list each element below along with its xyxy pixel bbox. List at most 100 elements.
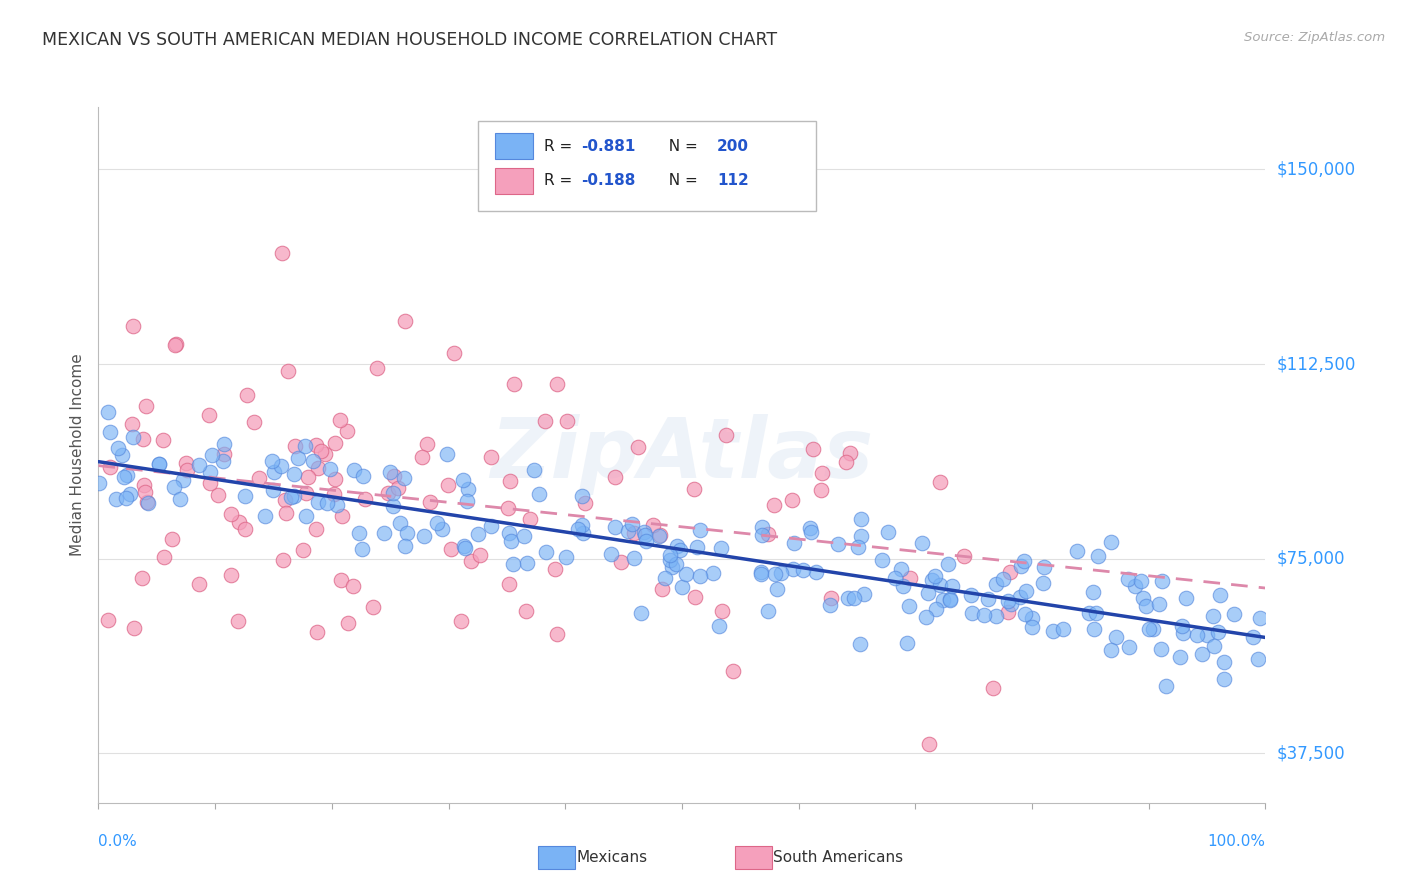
Point (277, 364, 299, 378)
Text: $112,500: $112,500 (1277, 355, 1355, 373)
Point (87, 476, 110, 491)
Point (263, 465, 285, 479)
Point (1012, 553, 1035, 567)
Point (782, 561, 804, 575)
Point (1173, 626, 1195, 640)
Point (280, 491, 302, 505)
Point (689, 568, 711, 582)
Point (287, 450, 309, 465)
Point (353, 491, 375, 506)
Point (228, 515, 250, 529)
Point (921, 573, 943, 587)
Point (911, 536, 934, 550)
Y-axis label: Median Household Income: Median Household Income (70, 353, 86, 557)
Text: South Americans: South Americans (773, 850, 904, 864)
Text: N =: N = (658, 138, 702, 153)
Point (953, 549, 976, 563)
Point (262, 483, 284, 497)
Point (350, 541, 373, 556)
Point (1010, 559, 1032, 574)
Point (323, 435, 346, 450)
Point (460, 554, 482, 568)
Point (1014, 583, 1036, 598)
Point (349, 525, 371, 540)
Point (915, 609, 938, 624)
Point (188, 458, 211, 472)
Point (201, 449, 224, 463)
Point (924, 602, 946, 616)
Point (122, 430, 145, 444)
Point (811, 466, 834, 480)
Point (470, 548, 492, 562)
Text: Mexicans: Mexicans (576, 850, 648, 864)
Point (997, 594, 1019, 608)
Point (307, 495, 329, 509)
Point (872, 552, 894, 566)
Point (502, 558, 524, 572)
Point (169, 492, 191, 507)
Point (453, 539, 475, 553)
Point (1223, 607, 1246, 621)
Point (499, 474, 522, 488)
Point (941, 579, 963, 593)
Point (454, 541, 477, 556)
Point (97, 613, 120, 627)
Point (675, 566, 697, 581)
Point (243, 415, 266, 429)
Point (516, 556, 538, 570)
Point (188, 577, 211, 591)
Point (163, 338, 186, 352)
Point (107, 442, 129, 456)
Point (1247, 652, 1270, 666)
Point (292, 543, 315, 558)
Point (389, 516, 412, 530)
Point (98, 425, 121, 440)
Point (283, 489, 305, 503)
Point (555, 549, 578, 564)
Point (307, 461, 329, 475)
Point (658, 548, 681, 562)
Point (1249, 611, 1271, 625)
Point (665, 557, 688, 571)
Text: Source: ZipAtlas.com: Source: ZipAtlas.com (1244, 31, 1385, 45)
Point (97, 405, 120, 419)
Point (413, 528, 436, 542)
Point (633, 524, 655, 539)
Point (1156, 679, 1178, 693)
Point (132, 477, 155, 491)
Point (883, 571, 905, 585)
Point (1032, 560, 1054, 574)
Point (617, 524, 640, 538)
Point (498, 525, 520, 540)
Point (839, 446, 862, 460)
Point (247, 471, 270, 485)
Point (1077, 606, 1099, 620)
Point (962, 606, 984, 620)
FancyBboxPatch shape (495, 133, 533, 159)
Point (1083, 622, 1105, 636)
Point (1118, 640, 1140, 654)
Point (620, 517, 643, 532)
Point (309, 443, 332, 458)
Point (991, 572, 1014, 586)
Point (634, 528, 657, 542)
Point (806, 565, 828, 579)
Point (1084, 606, 1107, 620)
Point (148, 457, 170, 471)
Point (877, 524, 900, 539)
Point (1087, 549, 1109, 563)
Point (567, 522, 589, 536)
Point (792, 563, 814, 577)
Point (165, 337, 187, 351)
Point (200, 475, 222, 490)
Point (233, 490, 256, 504)
Point (499, 534, 522, 549)
Point (503, 376, 526, 391)
Text: R =: R = (544, 138, 578, 153)
Point (1241, 630, 1264, 644)
Text: 112: 112 (717, 173, 748, 188)
Point (960, 588, 983, 602)
Point (1081, 585, 1104, 599)
Point (900, 571, 922, 585)
Point (519, 512, 541, 526)
